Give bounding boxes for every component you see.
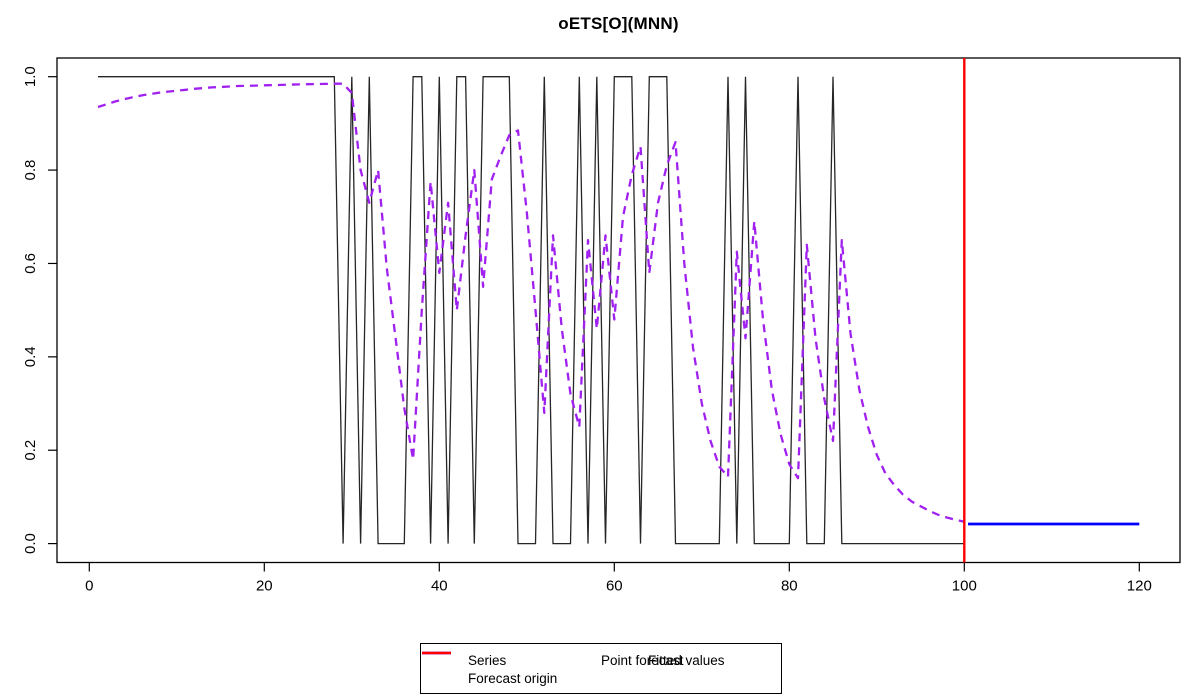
x-tick-label: 80 xyxy=(781,578,798,595)
y-tick-label: 0.0 xyxy=(22,533,39,554)
x-tick-label: 100 xyxy=(952,578,977,595)
y-tick-label: 0.4 xyxy=(22,346,39,367)
chart-title: oETS[O](MNN) xyxy=(558,14,679,33)
legend-label-forecast-origin: Forecast origin xyxy=(468,670,558,686)
plot-frame xyxy=(56,57,1181,564)
legend-sample-forecast-origin-line xyxy=(422,651,451,655)
x-tick-label: 0 xyxy=(85,578,93,595)
y-tick-label: 0.2 xyxy=(22,440,39,461)
legend-label-series: Series xyxy=(468,652,507,668)
y-tick-label: 0.6 xyxy=(22,253,39,274)
x-tick-label: 20 xyxy=(256,578,273,595)
legend: Series Point forecast Fitted values Forecas… xyxy=(420,643,782,694)
y-tick-label: 1.0 xyxy=(22,66,39,87)
x-tick-label: 60 xyxy=(606,578,623,595)
legend-label-fitted-values: Fitted values xyxy=(648,652,725,668)
fitted-values-line xyxy=(97,82,965,523)
y-tick-label: 0.8 xyxy=(22,160,39,181)
series-line xyxy=(98,76,965,545)
x-tick-label: 40 xyxy=(431,578,448,595)
x-tick-label: 120 xyxy=(1127,578,1152,595)
legend-label-point-forecast: Point forecast xyxy=(601,652,684,668)
